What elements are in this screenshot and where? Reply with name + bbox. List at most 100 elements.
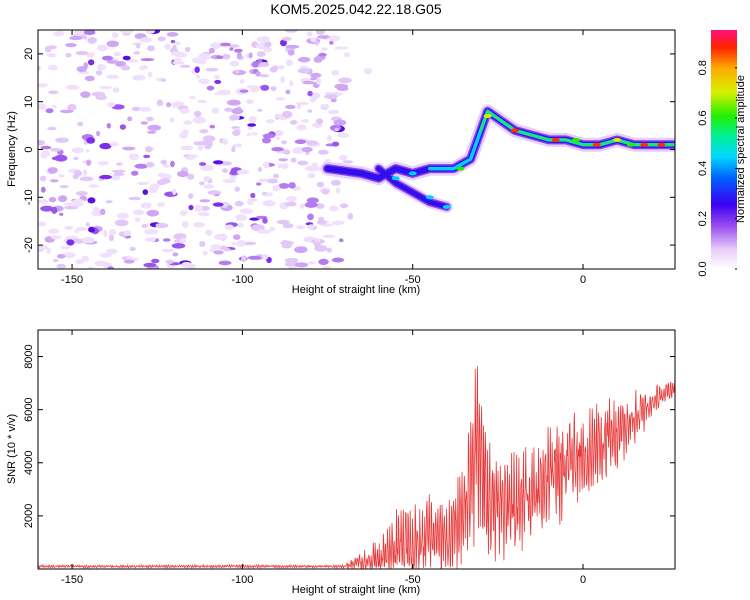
noise-blob [66,239,75,246]
noise-blob [48,64,58,71]
noise-blob [140,202,152,209]
noise-blob [40,152,48,159]
noise-blob [58,30,64,33]
noise-blob [197,59,207,65]
noise-blob [239,208,254,214]
noise-blob [151,258,160,264]
noise-blob [179,210,188,216]
noise-blob [328,35,341,42]
noise-blob [304,201,318,208]
noise-blob [146,209,160,217]
noise-blob [246,132,252,137]
noise-blob [147,71,153,78]
noise-blob [287,265,297,269]
noise-blob [86,52,95,58]
noise-blob [225,224,234,230]
ridge-hotspot [483,114,492,118]
noise-blob [50,179,59,183]
noise-blob [143,262,157,268]
noise-blob [229,47,234,51]
noise-blob [203,184,214,189]
noise-blob [203,175,211,183]
noise-blob [231,241,237,246]
noise-blob [214,233,228,241]
noise-blob [234,200,244,207]
noise-blob [50,235,62,240]
noise-blob [123,259,135,264]
noise-blob [315,203,325,210]
noise-blob [207,190,222,196]
noise-blob [71,201,84,207]
noise-blob [188,193,194,200]
noise-blob [298,56,311,63]
noise-blob [289,80,294,87]
noise-blob [223,248,231,252]
noise-blob [328,205,339,212]
y-tick-label: 20 [23,48,35,60]
noise-blob [128,153,140,161]
noise-blob [259,62,270,67]
noise-blob [65,235,79,240]
ridge-hotspot [442,204,451,209]
noise-blob [210,244,222,250]
noise-blob [136,43,141,49]
snr-x-label: Height of straight line (km) [292,584,420,596]
ridge-hotspot [592,142,601,147]
noise-blob [307,109,313,113]
noise-blob [172,188,177,195]
noise-blob [274,130,284,137]
noise-blob [111,174,121,181]
noise-blob [197,99,208,104]
noise-blob [106,248,118,255]
noise-blob [331,220,345,225]
noise-blob [83,36,88,40]
noise-blob [232,234,241,240]
noise-blob [306,197,319,204]
noise-blob [108,229,117,235]
noise-blob [113,51,122,57]
noise-blob [106,40,119,48]
noise-blob [141,224,148,228]
noise-blob [85,222,90,227]
noise-blob [263,47,273,53]
noise-blob [281,36,292,41]
noise-blob [331,257,345,263]
noise-blob [179,64,191,68]
noise-blob [96,130,101,137]
noise-blob [169,117,175,123]
noise-blob [156,179,167,185]
noise-blob [177,170,189,178]
noise-blob [227,99,241,106]
noise-blob [251,224,265,232]
noise-blob [147,45,155,52]
colorbar-tick-label: 0.4 [697,161,709,176]
noise-blob [214,79,222,84]
noise-blob [193,222,205,228]
noise-blob [251,132,258,136]
noise-blob [38,83,48,88]
noise-blob [205,229,213,236]
noise-blob [306,140,318,146]
noise-blob [119,124,126,130]
noise-blob [285,89,291,95]
noise-blob [38,221,47,227]
noise-blob [47,167,58,174]
noise-blob [38,139,46,146]
noise-blob [157,36,166,42]
noise-blob [200,164,215,171]
noise-blob [48,228,60,234]
colorbar: 0.0 0.2 0.4 0.6 0.8 Normalized spectral ampl… [697,30,747,277]
colorbar-tick-label: 0.2 [697,211,709,226]
noise-blob [146,116,154,122]
noise-blob [116,212,129,219]
noise-blob [80,91,91,98]
noise-blob [136,181,150,186]
noise-blob [322,234,336,238]
noise-blob [286,59,293,67]
noise-blob [160,159,168,165]
noise-blob [237,222,245,228]
noise-blob [84,75,95,82]
noise-blob [261,137,272,144]
noise-blob [115,61,127,67]
